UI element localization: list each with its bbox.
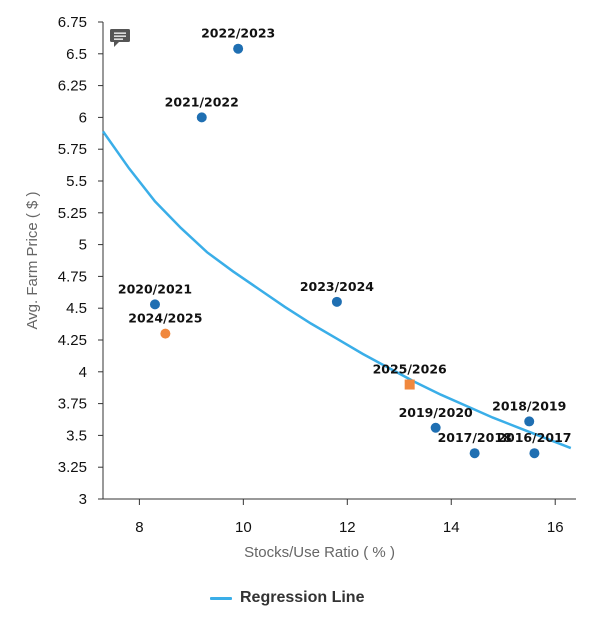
legend[interactable]: Regression Line <box>210 586 364 610</box>
data-point[interactable] <box>529 448 540 459</box>
point-label: 2016/2017 <box>497 430 571 445</box>
y-tick-label: 4.25 <box>58 332 87 349</box>
data-points <box>149 43 540 459</box>
point-label: 2023/2024 <box>300 279 374 294</box>
data-point[interactable] <box>524 416 535 427</box>
point-label: 2024/2025 <box>128 311 202 326</box>
y-tick-label: 5.75 <box>58 141 87 158</box>
y-tick-label: 3.5 <box>66 427 87 444</box>
y-tick-label: 6.25 <box>58 78 87 95</box>
point-label: 2021/2022 <box>165 94 239 109</box>
data-point[interactable] <box>430 422 441 433</box>
chart-menu-button[interactable] <box>109 28 131 48</box>
axes <box>98 21 576 505</box>
x-tick-label: 8 <box>135 519 143 536</box>
point-label: 2019/2020 <box>399 405 473 420</box>
data-point[interactable] <box>196 112 207 123</box>
y-tick-label: 4.75 <box>58 268 87 285</box>
x-tick-label: 10 <box>235 519 252 536</box>
tick-labels: 3 3.25 3.5 3.75 4 4.25 4.5 4.75 5 5.25 5.5 5.75 6 6.2… <box>58 14 564 536</box>
data-point[interactable] <box>160 328 171 339</box>
point-label: 2017/2018 <box>438 430 512 445</box>
y-axis-title: Avg. Farm Price ( $ ) <box>24 191 41 329</box>
y-tick-label: 5.25 <box>58 205 87 222</box>
data-point[interactable] <box>233 43 244 54</box>
data-point[interactable] <box>469 448 480 459</box>
y-tick-label: 3.25 <box>58 459 87 476</box>
data-point[interactable] <box>331 296 342 307</box>
x-axis-title: Stocks/Use Ratio ( % ) <box>244 544 395 561</box>
point-label: 2022/2023 <box>201 26 275 41</box>
point-label: 2018/2019 <box>492 398 566 413</box>
point-label: 2020/2021 <box>118 281 192 296</box>
regression-line <box>101 130 572 450</box>
y-tick-label: 4.5 <box>66 300 87 317</box>
y-tick-label: 3 <box>79 491 87 508</box>
x-tick-label: 16 <box>547 519 564 536</box>
y-tick-label: 6 <box>79 109 87 126</box>
x-tick-label: 14 <box>443 519 460 536</box>
y-tick-label: 3.75 <box>58 396 87 413</box>
y-tick-label: 5.5 <box>66 173 87 190</box>
legend-regression-label: Regression Line <box>240 589 365 606</box>
legend-regression-swatch <box>210 596 232 600</box>
comment-menu-icon <box>110 29 130 47</box>
y-tick-label: 4 <box>79 364 87 381</box>
point-label: 2025/2026 <box>373 362 447 377</box>
y-tick-label: 5 <box>79 237 87 254</box>
data-point-square[interactable] <box>404 379 415 390</box>
y-tick-label: 6.5 <box>66 46 87 63</box>
x-tick-label: 12 <box>339 519 356 536</box>
y-tick-label: 6.75 <box>58 14 87 31</box>
data-point[interactable] <box>149 299 160 310</box>
